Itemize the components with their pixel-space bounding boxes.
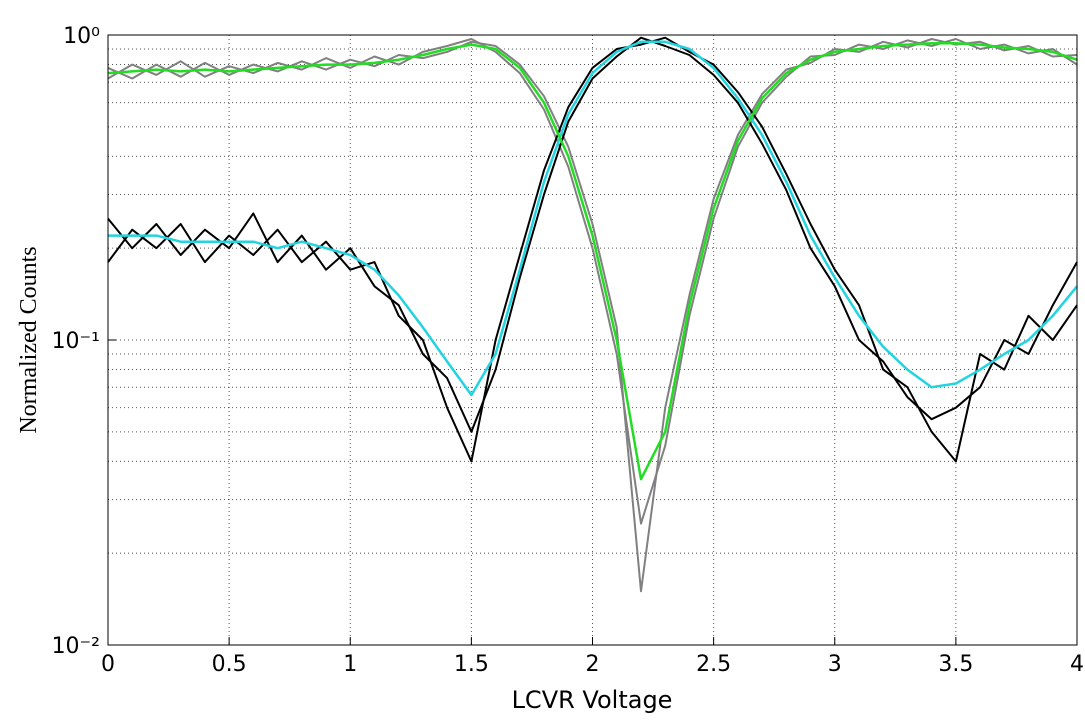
y-axis-label: Normalized Counts — [16, 246, 42, 433]
x-tick-label: 2 — [586, 652, 600, 677]
x-tick-label: 1.5 — [454, 652, 489, 677]
x-tick-label: 4 — [1070, 652, 1084, 677]
x-tick-label: 2.5 — [696, 652, 731, 677]
plot-frame — [107, 34, 1078, 646]
y-tick-label: 10⁻¹ — [52, 329, 100, 354]
x-axis-label: LCVR Voltage — [512, 686, 673, 714]
x-tick-label: 0 — [101, 652, 115, 677]
x-tick-label: 0.5 — [212, 652, 247, 677]
data-line — [108, 40, 1078, 397]
data-line — [107, 36, 1078, 463]
y-tick-label: 10⁻² — [52, 634, 100, 659]
x-tick-label: 3 — [828, 652, 842, 677]
y-tick-label: 10⁰ — [63, 24, 100, 49]
data-line — [107, 38, 1078, 525]
x-tick-label: 3.5 — [938, 652, 973, 677]
x-tick-label: 1 — [343, 652, 357, 677]
data-line — [107, 41, 1078, 481]
